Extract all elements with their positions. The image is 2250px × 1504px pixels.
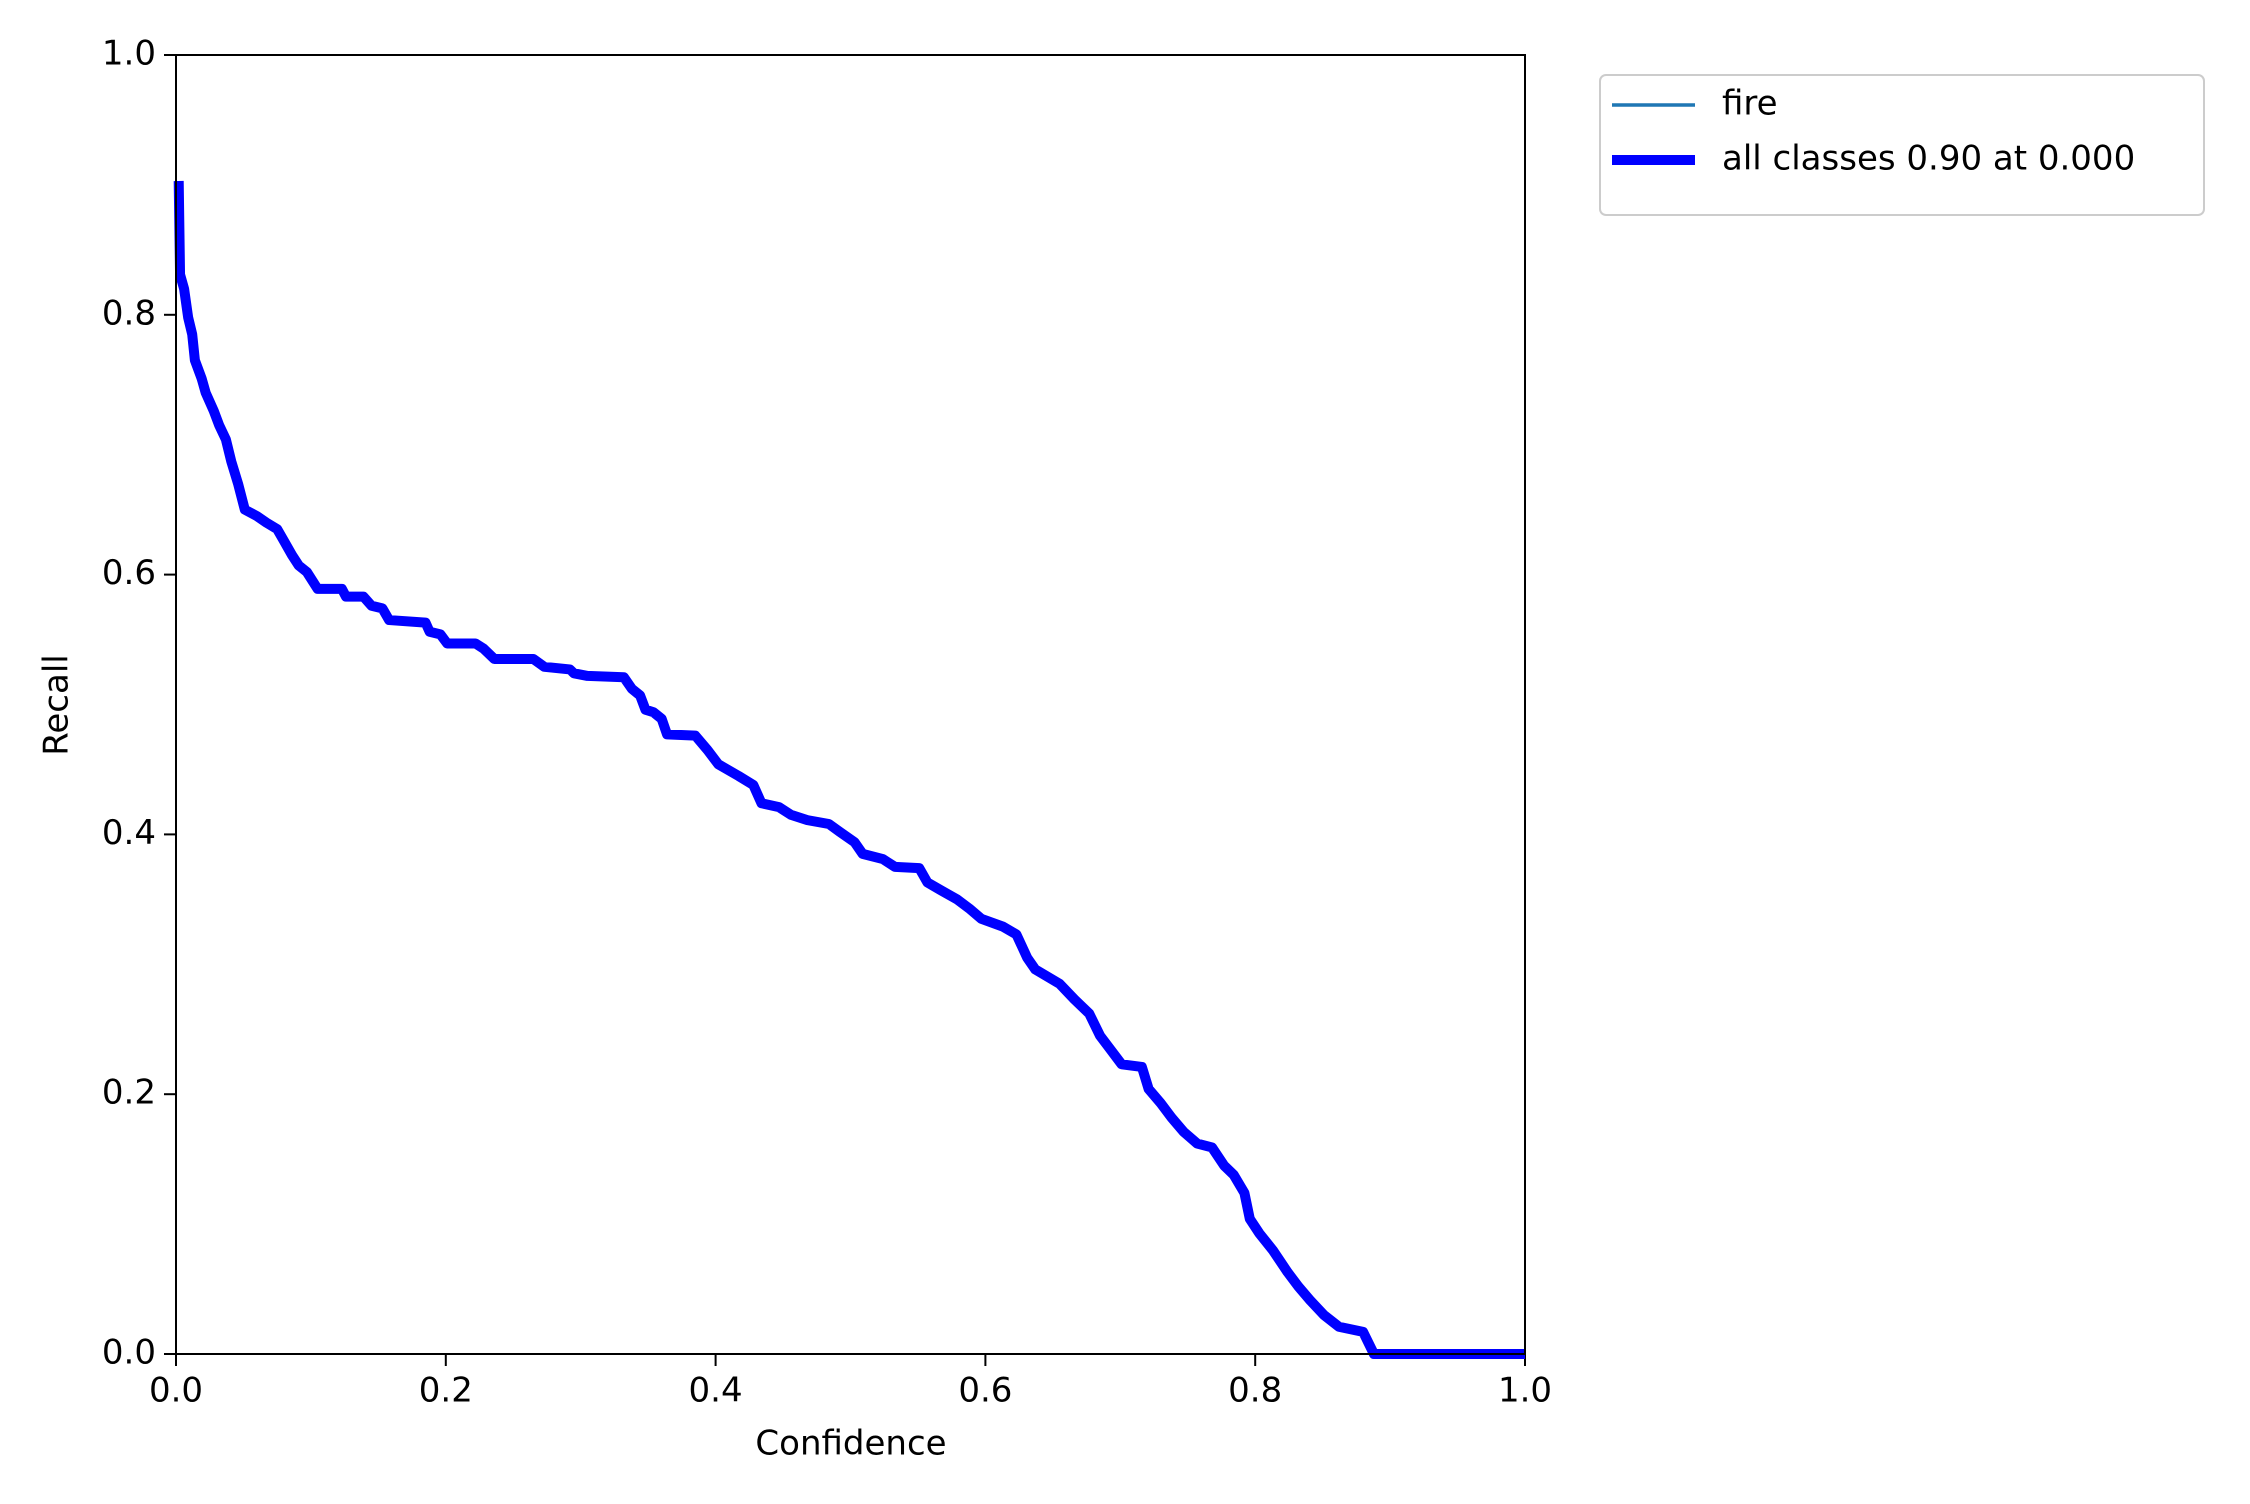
legend-label: fire xyxy=(1722,84,1778,124)
legend-box xyxy=(1599,74,2205,216)
x-tick-label: 0.6 xyxy=(958,1371,1012,1411)
x-tick-label: 0.4 xyxy=(689,1371,743,1411)
legend: fire all classes 0.90 at 0.000 xyxy=(1599,74,2205,216)
x-tick-label: 0.8 xyxy=(1228,1371,1282,1411)
y-tick-label: 0.4 xyxy=(102,813,156,853)
y-tick-label: 0.8 xyxy=(102,293,156,333)
x-tick-label: 1.0 xyxy=(1498,1371,1552,1411)
y-tick-label: 0.0 xyxy=(102,1333,156,1373)
y-axis-label: Recall xyxy=(37,654,77,755)
series-line xyxy=(176,180,1525,1356)
y-tick-label: 0.6 xyxy=(102,553,156,593)
x-axis-label: Confidence xyxy=(755,1424,946,1464)
x-tick-label: 0.0 xyxy=(149,1371,203,1411)
plot-frame xyxy=(175,54,1526,1355)
series-line xyxy=(173,180,1525,1359)
y-tick-label: 0.2 xyxy=(102,1073,156,1113)
y-tick-label: 1.0 xyxy=(102,34,156,74)
x-tick-label: 0.2 xyxy=(419,1371,473,1411)
legend-label: all classes 0.90 at 0.000 xyxy=(1722,139,2135,179)
